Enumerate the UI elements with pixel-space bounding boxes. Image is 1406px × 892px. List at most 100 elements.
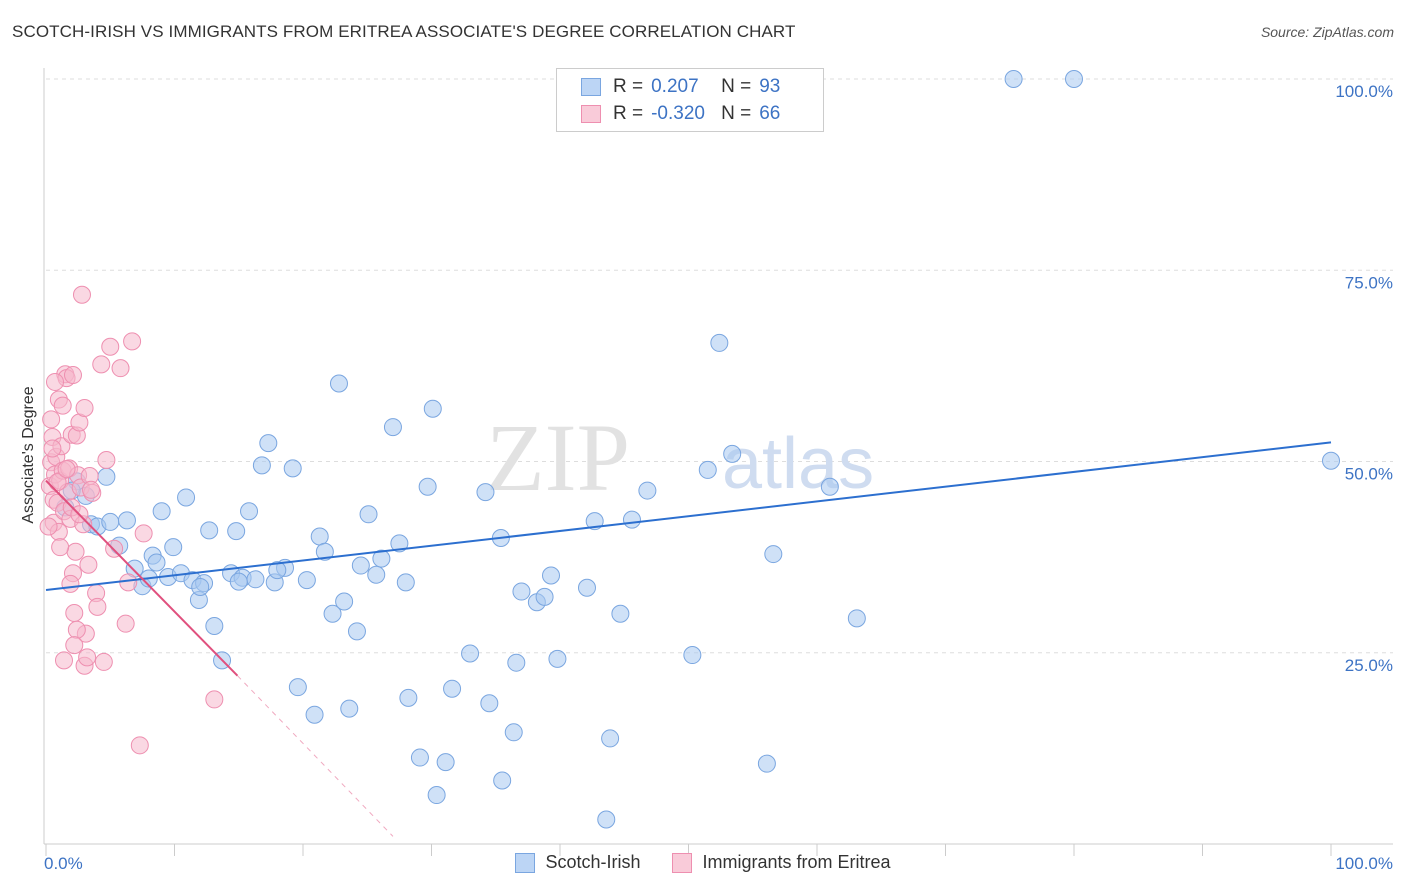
point-scotch-irish: [548, 649, 567, 668]
point-eritrea: [72, 285, 91, 304]
point-scotch-irish: [340, 699, 359, 718]
y-tick-label: 75.0%: [1345, 273, 1393, 292]
legend-label: Scotch-Irish: [545, 852, 641, 872]
point-scotch-irish: [638, 481, 657, 500]
point-scotch-irish: [504, 723, 523, 742]
watermark-zip: ZIP: [486, 404, 630, 511]
point-scotch-irish: [177, 488, 196, 507]
point-scotch-irish: [535, 587, 554, 606]
chart-title: SCOTCH-IRISH VS IMMIGRANTS FROM ERITREA …: [12, 22, 796, 41]
legend-item-scotch-irish[interactable]: Scotch-Irish: [515, 852, 640, 873]
point-scotch-irish: [323, 604, 342, 623]
point-scotch-irish: [227, 522, 246, 541]
point-scotch-irish: [315, 542, 334, 561]
point-scotch-irish: [577, 578, 596, 597]
point-eritrea: [130, 736, 149, 755]
x-tick-label-min: 0.0%: [44, 854, 83, 873]
point-scotch-irish: [585, 512, 604, 531]
point-scotch-irish: [372, 549, 391, 568]
series-scotch-irish: [56, 70, 1340, 829]
watermark-atlas: atlas: [722, 424, 874, 504]
point-scotch-irish: [622, 510, 641, 529]
point-scotch-irish: [101, 512, 120, 531]
point-scotch-irish: [542, 566, 561, 585]
point-scotch-irish: [259, 434, 278, 453]
legend-swatch-pink: [581, 105, 601, 123]
point-eritrea: [75, 398, 94, 417]
point-scotch-irish: [847, 609, 866, 628]
series-legend: Scotch-Irish Immigrants from Eritrea: [0, 852, 1406, 873]
point-scotch-irish: [229, 572, 248, 591]
point-eritrea: [57, 460, 76, 479]
point-scotch-irish: [410, 748, 429, 767]
point-eritrea: [79, 555, 98, 574]
point-scotch-irish: [461, 644, 480, 663]
legend-label: Immigrants from Eritrea: [702, 852, 891, 872]
point-scotch-irish: [283, 459, 302, 478]
point-scotch-irish: [1322, 451, 1340, 470]
point-scotch-irish: [390, 534, 409, 553]
point-scotch-irish: [512, 582, 531, 601]
point-scotch-irish: [351, 556, 370, 575]
point-scotch-irish: [329, 374, 348, 393]
point-scotch-irish: [252, 456, 271, 475]
point-scotch-irish: [493, 771, 512, 790]
point-eritrea: [63, 366, 82, 385]
point-eritrea: [67, 620, 86, 639]
point-eritrea: [81, 480, 100, 499]
point-scotch-irish: [396, 573, 415, 592]
point-eritrea: [51, 538, 70, 557]
legend-n-value: 93: [759, 76, 781, 97]
point-scotch-irish: [191, 577, 210, 596]
legend-r-value: 0.207: [651, 76, 699, 97]
point-eritrea: [123, 332, 142, 351]
point-scotch-irish: [476, 483, 495, 502]
y-tick-label: 50.0%: [1345, 465, 1393, 484]
point-eritrea: [88, 597, 107, 616]
point-scotch-irish: [764, 545, 783, 564]
legend-n-value: 66: [759, 103, 781, 124]
point-scotch-irish: [288, 678, 307, 697]
point-scotch-irish: [723, 444, 742, 463]
point-scotch-irish: [423, 399, 442, 418]
point-scotch-irish: [710, 333, 729, 352]
point-scotch-irish: [399, 688, 418, 707]
point-eritrea: [205, 690, 224, 709]
point-eritrea: [45, 372, 64, 391]
point-eritrea: [42, 410, 61, 429]
point-eritrea: [54, 651, 73, 670]
point-eritrea: [61, 574, 80, 593]
point-eritrea: [78, 648, 97, 667]
point-eritrea: [65, 603, 84, 622]
point-scotch-irish: [820, 477, 839, 496]
point-scotch-irish: [246, 570, 265, 589]
series-immigrants-from-eritrea: [39, 285, 224, 755]
point-eritrea: [48, 473, 67, 492]
point-eritrea: [111, 359, 130, 378]
point-eritrea: [94, 652, 113, 671]
point-scotch-irish: [418, 477, 437, 496]
legend-item-eritrea[interactable]: Immigrants from Eritrea: [672, 852, 891, 873]
point-scotch-irish: [297, 571, 316, 590]
trend-line-scotch-irish: [45, 441, 1332, 592]
point-eritrea: [53, 396, 72, 415]
watermark: ZIP atlas: [486, 404, 874, 511]
point-eritrea: [39, 517, 58, 536]
legend-row-eritrea: R = -0.320 N = 66: [581, 101, 780, 127]
legend-r-label: R =: [613, 103, 644, 124]
stats-legend: R = 0.207 N = 93 R = -0.320 N = 66: [556, 68, 824, 132]
point-scotch-irish: [436, 753, 455, 772]
source-label: Source: ZipAtlas.com: [1260, 24, 1394, 40]
legend-r-label: R =: [613, 76, 644, 97]
point-scotch-irish: [268, 561, 287, 580]
point-scotch-irish: [480, 694, 499, 713]
y-tick-label: 100.0%: [1335, 82, 1393, 101]
point-eritrea: [101, 337, 120, 356]
y-tick-label: 25.0%: [1345, 656, 1393, 675]
point-eritrea: [119, 573, 138, 592]
point-scotch-irish: [335, 592, 354, 611]
point-eritrea: [116, 614, 135, 633]
point-scotch-irish: [1065, 70, 1083, 88]
point-scotch-irish: [698, 460, 717, 479]
